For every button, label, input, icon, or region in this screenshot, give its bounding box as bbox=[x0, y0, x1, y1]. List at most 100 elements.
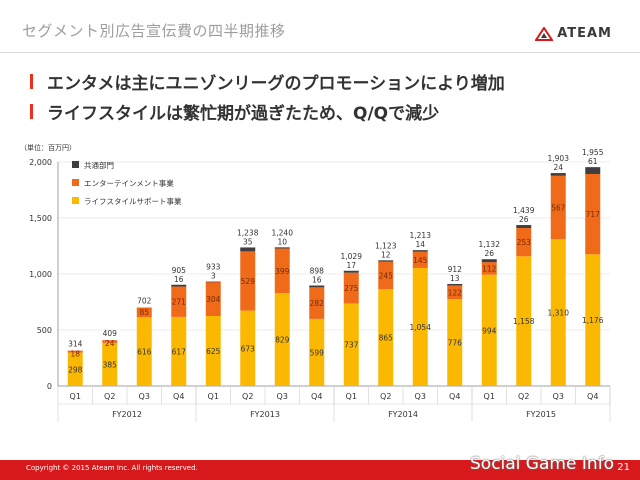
data-label: 10 bbox=[277, 237, 287, 246]
bar-segment bbox=[343, 303, 359, 386]
group-label: FY2012 bbox=[112, 410, 142, 419]
data-label: 24 bbox=[105, 339, 115, 348]
group-label: FY2013 bbox=[250, 410, 280, 419]
bar-segment bbox=[516, 256, 532, 386]
bar-segment bbox=[378, 260, 394, 262]
a-triangle-icon bbox=[535, 26, 554, 41]
bar-segment bbox=[378, 289, 394, 386]
y-tick-label: 2,000 bbox=[29, 158, 52, 167]
total-label: 1,955 bbox=[582, 148, 604, 157]
bar-segment bbox=[550, 239, 566, 386]
x-tick-label: Q4 bbox=[449, 392, 460, 401]
bar-segment bbox=[171, 286, 187, 317]
data-label: 112 bbox=[482, 264, 497, 273]
x-tick-label: Q4 bbox=[587, 392, 598, 401]
data-label: 122 bbox=[448, 288, 463, 297]
bar-segment bbox=[240, 251, 256, 311]
legend-swatch bbox=[72, 161, 79, 168]
bullet-text: ライフスタイルは繁忙期が過ぎたため、Q/Qで減少 bbox=[47, 103, 440, 124]
bar-segment bbox=[550, 173, 566, 176]
x-tick-label: Q1 bbox=[484, 392, 495, 401]
bar-segment bbox=[205, 281, 221, 283]
bar-segment bbox=[343, 270, 359, 273]
data-label: 14 bbox=[415, 240, 425, 249]
legend-swatch bbox=[72, 179, 79, 186]
data-label: 16 bbox=[174, 275, 184, 284]
bullet-list: エンタメは主にユニゾンリーグのプロモーションにより増加 ライフスタイルは繁忙期が… bbox=[30, 66, 505, 126]
group-label: FY2015 bbox=[526, 410, 556, 419]
bullet-marker bbox=[30, 73, 33, 89]
total-label: 409 bbox=[103, 329, 118, 338]
data-label: 567 bbox=[551, 204, 566, 213]
bar-segment bbox=[481, 259, 497, 263]
data-label: 1,054 bbox=[410, 323, 432, 332]
total-label: 1,238 bbox=[237, 228, 259, 237]
bar-segment bbox=[274, 293, 290, 386]
data-label: 737 bbox=[344, 341, 359, 350]
total-label: 912 bbox=[448, 265, 463, 274]
bar-segment bbox=[171, 284, 187, 287]
logo-text: ATEAM bbox=[557, 26, 612, 41]
total-label: 898 bbox=[310, 267, 325, 276]
data-label: 282 bbox=[310, 299, 325, 308]
bar-segment bbox=[585, 254, 601, 386]
x-tick-label: Q4 bbox=[311, 392, 322, 401]
data-label: 18 bbox=[70, 350, 80, 359]
data-label: 13 bbox=[450, 274, 460, 283]
y-tick-label: 500 bbox=[37, 326, 52, 335]
bar-segment bbox=[309, 287, 325, 319]
data-label: 385 bbox=[103, 360, 118, 369]
total-label: 905 bbox=[172, 266, 187, 275]
bar-segment bbox=[343, 272, 359, 304]
x-tick-label: Q4 bbox=[173, 392, 184, 401]
bar-segment bbox=[378, 261, 394, 290]
x-tick-label: Q2 bbox=[104, 392, 115, 401]
bar-segment bbox=[412, 251, 428, 268]
total-label: 702 bbox=[137, 296, 152, 305]
data-label: 61 bbox=[588, 157, 598, 166]
watermark: Social Game Info bbox=[470, 454, 614, 474]
data-label: 1,176 bbox=[582, 316, 604, 325]
bar-segment bbox=[481, 262, 497, 275]
bar-segment bbox=[447, 285, 463, 300]
data-label: 1,310 bbox=[548, 309, 570, 318]
total-label: 1,439 bbox=[513, 206, 535, 215]
data-label: 776 bbox=[448, 339, 463, 348]
bar-segment bbox=[585, 173, 601, 255]
data-label: 616 bbox=[137, 348, 152, 357]
data-label: 625 bbox=[206, 347, 221, 356]
bar-segment bbox=[102, 340, 118, 343]
unit-label: （単位：百万円） bbox=[20, 143, 76, 152]
data-label: 35 bbox=[243, 237, 253, 246]
bar-segment bbox=[136, 317, 152, 386]
bar-segment bbox=[309, 285, 325, 288]
total-label: 1,132 bbox=[479, 240, 501, 249]
title-divider bbox=[0, 52, 640, 53]
bar-segment bbox=[447, 283, 463, 286]
group-label: FY2014 bbox=[388, 410, 418, 419]
bar-segment bbox=[171, 316, 187, 386]
x-tick-label: Q3 bbox=[277, 392, 288, 401]
bar-segment bbox=[240, 247, 256, 252]
data-label: 865 bbox=[379, 334, 394, 343]
legend-label: エンターテインメント事業 bbox=[84, 178, 174, 188]
data-label: 298 bbox=[68, 365, 83, 374]
total-label: 1,903 bbox=[548, 154, 570, 163]
bar-segment bbox=[412, 250, 428, 252]
x-tick-label: Q3 bbox=[139, 392, 150, 401]
total-label: 1,029 bbox=[341, 252, 363, 261]
bar-segment bbox=[585, 167, 601, 174]
data-label: 399 bbox=[275, 267, 290, 276]
total-label: 314 bbox=[68, 340, 83, 349]
data-label: 3 bbox=[211, 272, 216, 281]
total-label: 1,240 bbox=[272, 228, 294, 237]
x-tick-label: Q3 bbox=[553, 392, 564, 401]
legend-label: ライフスタイルサポート事業 bbox=[84, 196, 182, 206]
legend-label: 共通部門 bbox=[84, 160, 114, 170]
bullet-item: エンタメは主にユニゾンリーグのプロモーションにより増加 bbox=[30, 66, 505, 96]
footer-bar: Copyright © 2015 Ateam Inc. All rights r… bbox=[0, 460, 640, 480]
data-label: 245 bbox=[379, 271, 394, 280]
page-number: 21 bbox=[617, 462, 630, 473]
bullet-marker bbox=[30, 103, 33, 119]
y-tick-label: 1,500 bbox=[29, 214, 52, 223]
